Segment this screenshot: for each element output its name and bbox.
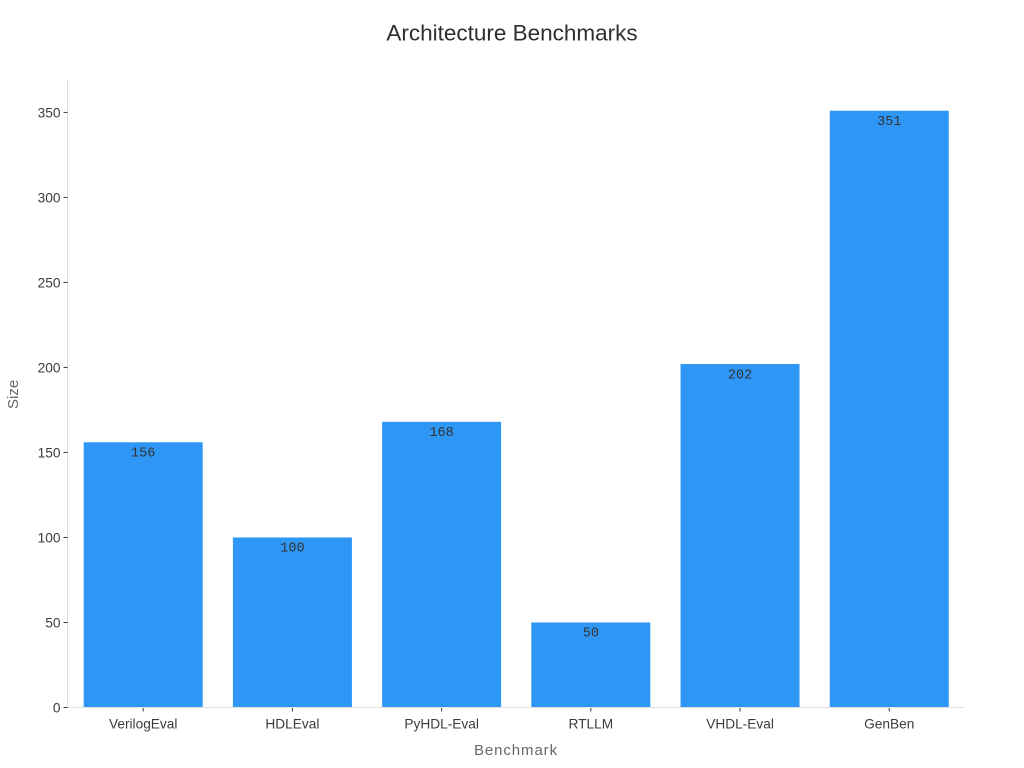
- svg-text:150: 150: [38, 446, 61, 461]
- svg-text:GenBen: GenBen: [864, 717, 914, 732]
- svg-text:168: 168: [429, 426, 453, 441]
- svg-text:VerilogEval: VerilogEval: [109, 717, 177, 732]
- svg-text:0: 0: [53, 701, 61, 716]
- svg-text:RTLLM: RTLLM: [569, 717, 614, 732]
- svg-text:Size: Size: [5, 380, 22, 409]
- svg-text:350: 350: [38, 105, 61, 120]
- svg-text:250: 250: [38, 275, 61, 290]
- svg-text:100: 100: [38, 531, 61, 546]
- svg-text:Benchmark: Benchmark: [474, 742, 558, 759]
- svg-text:50: 50: [583, 627, 599, 642]
- svg-text:VHDL-Eval: VHDL-Eval: [706, 717, 774, 732]
- svg-text:300: 300: [38, 190, 61, 205]
- svg-text:100: 100: [280, 542, 304, 557]
- svg-text:156: 156: [131, 447, 155, 462]
- svg-text:202: 202: [728, 368, 752, 383]
- svg-text:PyHDL-Eval: PyHDL-Eval: [404, 717, 479, 732]
- svg-text:HDLEval: HDLEval: [265, 717, 319, 732]
- svg-text:50: 50: [45, 616, 61, 631]
- svg-text:Architecture Benchmarks: Architecture Benchmarks: [386, 21, 637, 46]
- svg-text:351: 351: [877, 115, 901, 130]
- svg-text:200: 200: [38, 361, 61, 376]
